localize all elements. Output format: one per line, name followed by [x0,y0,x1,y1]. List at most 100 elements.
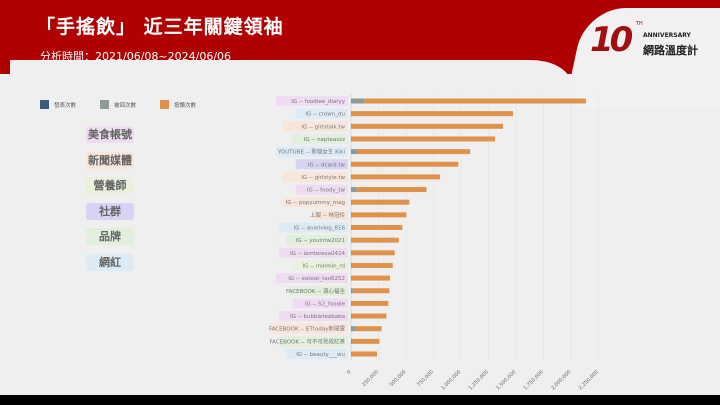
label-highlight [295,108,348,119]
x-tick-label: 1,000,000 [440,369,462,391]
label-highlight [279,247,348,258]
bar-likes [352,288,390,294]
x-tick-label: 500,000 [389,369,408,388]
category-label: IG -- foody_tw [307,188,346,194]
bar-replies [351,338,353,344]
chart-legend: 發表次數 被回次數 按讚次數 [40,100,196,109]
label-highlight [295,184,348,195]
x-tick-label: 1,500,000 [495,369,517,391]
bar-replies [351,136,352,142]
bar-likes [351,262,393,268]
x-tick-label: 250,000 [361,369,380,388]
bar-replies [351,187,357,193]
category-label: FACEBOOK -- 可不可熟成紅茶 [269,337,345,345]
label-highlight [285,349,348,359]
category-label: IG -- foodiee_diaryy [291,99,345,105]
bar-likes [351,111,514,117]
bar-likes [351,174,441,180]
category-label: IG -- minmin_rd [303,263,346,269]
category-label: 上報 -- 林冠伶 [310,211,345,219]
x-tick-label: 1,750,000 [523,369,545,391]
label-highlight [292,133,348,144]
label-highlight [279,222,348,233]
label-highlight [269,323,348,334]
category-label: IG -- napteazzz [304,137,345,143]
x-tick-label: 0 [346,369,352,375]
legend-item-likes: 按讚次數 [160,100,196,109]
bar-replies [351,98,365,104]
bar-likes [351,161,459,167]
category-label: IG -- beauty___wu [296,352,345,358]
bar-likes [351,351,377,357]
bar-likes [351,225,403,230]
label-highlight [295,159,348,170]
bar-likes [351,300,389,306]
category-label: IG -- bubbleteababa [290,314,345,320]
category-label: IG -- anielvlog_816 [293,226,345,232]
category-label: IG -- eateat_tao6252 [288,276,345,282]
label-highlight [312,209,348,220]
category-label: FACEBOOK -- ETtoday新聞雲 [269,325,346,333]
category-label: IG -- girlstalk.tw [301,124,345,130]
logo-anniversary: ANNIVERSARY [643,32,691,39]
label-highlight [292,260,348,271]
label-highlight [279,336,348,347]
legend-label: 被回次數 [114,102,137,109]
category-label: FACEBOOK -- 滿心福全 [286,287,346,295]
bar-likes [351,136,496,142]
category-label: IG -- youintw2021 [296,238,345,244]
bar-likes [351,313,387,319]
category-label: IG -- dcard.tw [308,162,346,168]
slide: 「手搖飲」 近三年關鍵領袖 分析時間：2021/06/08~2024/06/06… [0,0,720,395]
bar-likes [357,149,471,155]
bar-likes [352,338,380,344]
label-highlight [276,273,348,284]
bar-likes [351,237,399,243]
label-highlight [279,311,348,322]
bar-replies [351,149,358,155]
category-label: IG -- girlstyle.tw [301,175,345,181]
page-title: 「手搖飲」 近三年關鍵領袖 [36,16,284,38]
category-nutritionist: 營養師 [86,177,134,194]
x-tick-label: 750,000 [416,369,435,388]
label-highlight [285,235,348,246]
category-label: IG -- iamteresa0424 [290,251,345,257]
category-label: IG -- 52_foodie [305,301,346,307]
bar-likes [351,199,410,205]
bar-replies [351,250,352,256]
label-highlight [276,146,348,157]
bar-replies [351,326,356,332]
legend-label: 按讚次數 [174,102,197,109]
header-curve [10,60,570,100]
bar-likes [351,123,504,129]
logo-ten: 10 [590,20,633,60]
logo-brand: 網路溫度計 [643,44,698,57]
bar-likes [351,275,391,281]
label-highlight [289,285,348,296]
label-highlight [282,121,348,132]
bar-likes [351,250,395,256]
x-tick-label: 2,250,000 [578,369,600,391]
category-media: 新聞媒體 [86,151,134,169]
bar-likes [356,187,427,193]
category-food: 美食帳號 [86,126,134,143]
x-tick-label: 2,000,000 [550,369,572,391]
analysis-period: 分析時間：2021/06/08~2024/06/06 [40,50,232,63]
bar-likes [351,212,407,218]
legend-swatch [40,100,49,109]
label-highlight [276,96,348,106]
category-community: 社群 [86,202,134,220]
legend-label: 發表次數 [54,102,77,109]
category-label: YOUTUBE -- 那個女生 Kiki [277,148,346,156]
legend-item-posts: 發表次數 [40,100,76,109]
bar-likes [364,98,586,104]
bar-chart: 0 250,000 500,000 750,000 1,000,000 1,250,000… [269,94,600,391]
category-key: 美食帳號 新聞媒體 營養師 社群 品牌 網紅 [86,126,134,279]
bar-replies [351,288,353,294]
category-label: IG -- popyummy_mag [286,200,345,206]
category-influencer: 網紅 [86,253,134,271]
brand-logo: 10 TH ANNIVERSARY 網路溫度計 [590,20,720,60]
label-highlight [292,298,348,309]
category-brand: 品牌 [86,228,134,245]
legend-swatch [100,100,110,109]
